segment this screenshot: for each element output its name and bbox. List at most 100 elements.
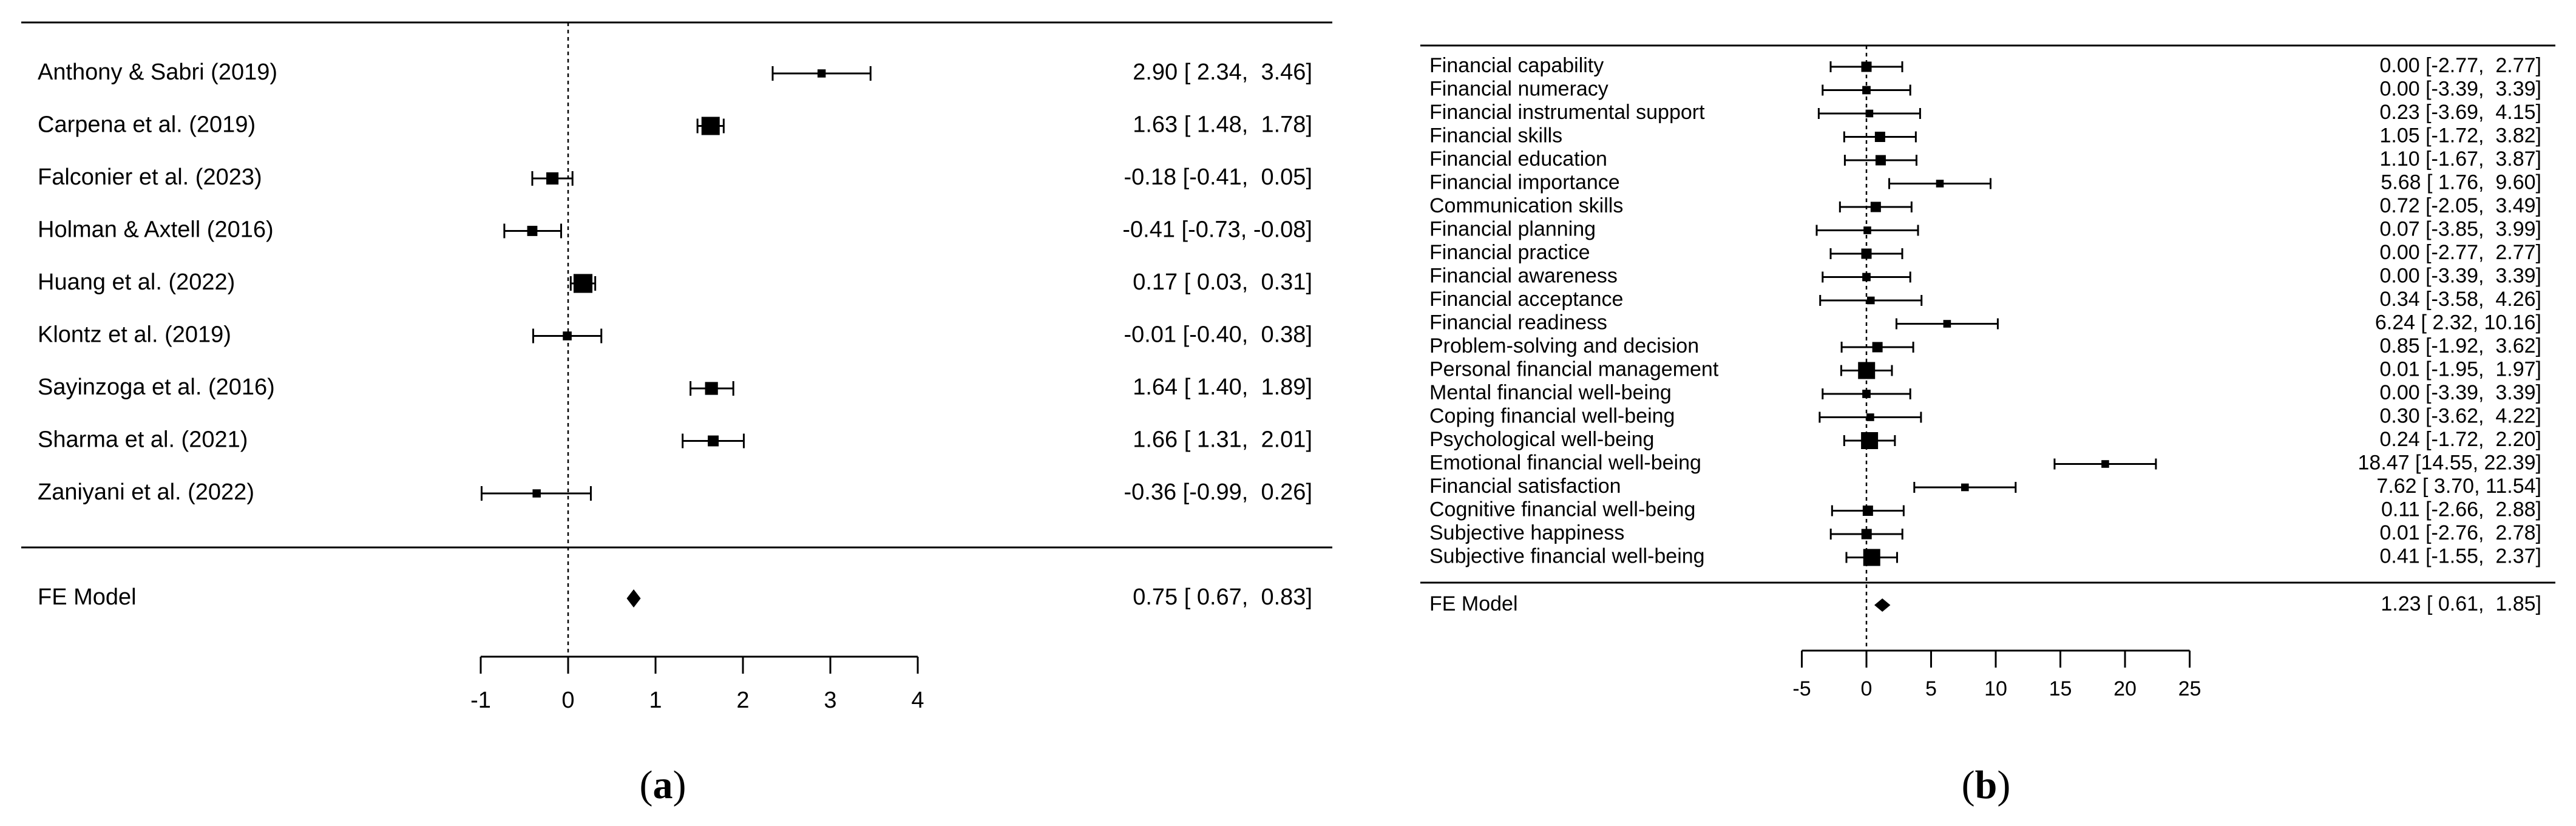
study-row: Financial capability 0.00 [-2.77, 2.77] [1429,54,2541,77]
study-label: Financial numeracy [1429,77,1608,100]
estimate-square [705,382,718,395]
summary-diamond [626,589,641,608]
estimate-square [1861,248,1872,259]
study-ci-text: 0.41 [-1.55, 2.37] [2379,544,2541,567]
study-row: Sayinzoga et al. (2016) 1.64 [ 1.40, 1.89… [38,374,1312,400]
study-label: Psychological well-being [1429,428,1654,451]
study-row: Financial satisfaction 7.62 [ 3.70, 11.54… [1429,475,2541,498]
study-ci-text: -0.18 [-0.41, 0.05] [1124,164,1312,190]
study-label: Financial skills [1429,124,1562,147]
estimate-square [1961,483,1969,492]
summary-label: FE Model [38,584,137,610]
study-label: Mental financial well-being [1429,381,1672,404]
study-ci-text: 5.68 [ 1.76, 9.60] [2381,171,2541,194]
forest-plot-panel-a: Anthony & Sabri (2019) 2.90 [ 2.34, 3.46]… [21,21,1332,807]
estimate-square [2101,460,2109,468]
summary-ci-text: 0.75 [ 0.67, 0.83] [1133,584,1312,610]
summary-row: FE Model 0.75 [ 0.67, 0.83] [38,584,1312,610]
study-ci-text: 0.24 [-1.72, 2.20] [2379,428,2541,451]
summary-row: FE Model 1.23 [ 0.61, 1.85] [1429,592,2541,615]
study-row: Mental financial well-being 0.00 [-3.39, … [1429,381,2541,404]
study-row: Financial awareness 0.00 [-3.39, 3.39] [1429,264,2541,287]
study-ci-text: 1.66 [ 1.31, 2.01] [1133,427,1312,453]
study-label: Falconier et al. (2023) [38,164,262,190]
study-row: Financial education 1.10 [-1.67, 3.87] [1429,147,2541,171]
x-axis-tick-label: 5 [1925,677,1937,700]
study-label: Sharma et al. (2021) [38,427,248,453]
study-label: Anthony & Sabri (2019) [38,59,277,85]
study-row: Anthony & Sabri (2019) 2.90 [ 2.34, 3.46] [38,59,1312,85]
estimate-square [1936,180,1944,188]
x-axis-tick-label: 10 [1984,677,2007,700]
study-row: Huang et al. (2022) 0.17 [ 0.03, 0.31] [38,269,1312,295]
panel-caption: (a) [640,763,686,807]
summary-label: FE Model [1429,592,1518,615]
study-row: Psychological well-being 0.24 [-1.72, 2.2… [1429,428,2541,451]
study-row: Coping financial well-being 0.30 [-3.62, … [1429,404,2541,427]
x-axis-tick-label: 0 [1861,677,1873,700]
study-label: Subjective happiness [1429,521,1624,544]
study-row: Financial numeracy 0.00 [-3.39, 3.39] [1429,77,2541,100]
estimate-square [1943,320,1951,328]
study-row: Communication skills 0.72 [-2.05, 3.49] [1429,194,2541,217]
x-axis-tick-label: 15 [2049,677,2072,700]
study-ci-text: 0.17 [ 0.03, 0.31] [1133,269,1312,295]
estimate-square [527,226,538,236]
study-ci-text: -0.36 [-0.99, 0.26] [1124,479,1312,505]
study-ci-text: 0.07 [-3.85, 3.99] [2379,217,2541,240]
estimate-square [563,331,572,340]
study-ci-text: 0.30 [-3.62, 4.22] [2379,404,2541,427]
study-row: Subjective happiness 0.01 [-2.76, 2.78] [1429,521,2541,544]
study-row: Financial readiness 6.24 [ 2.32, 10.16] [1429,311,2541,334]
estimate-square [1872,342,1883,353]
estimate-square [1863,226,1871,234]
study-row: Personal financial management 0.01 [-1.95… [1429,357,2541,381]
study-label: Emotional financial well-being [1429,451,1701,474]
study-row: Financial instrumental support 0.23 [-3.6… [1429,101,2541,124]
study-ci-text: 0.72 [-2.05, 3.49] [2379,194,2541,217]
estimate-square [817,69,826,78]
study-ci-text: 0.23 [-3.69, 4.15] [2379,101,2541,124]
study-label: Sayinzoga et al. (2016) [38,374,275,400]
study-row: Subjective financial well-being 0.41 [-1.… [1429,544,2541,567]
x-axis-tick-label: -1 [470,688,491,713]
study-label: Personal financial management [1429,357,1719,381]
study-label: Financial readiness [1429,311,1607,334]
summary-diamond [1874,598,1891,612]
study-ci-text: 18.47 [14.55, 22.39] [2358,451,2541,474]
estimate-square [1862,506,1873,516]
study-row: Carpena et al. (2019) 1.63 [ 1.48, 1.78] [38,112,1312,138]
study-row: Falconier et al. (2023) -0.18 [-0.41, 0.0… [38,164,1312,190]
study-row: Emotional financial well-being 18.47 [14.… [1429,451,2541,474]
study-row: Sharma et al. (2021) 1.66 [ 1.31, 2.01] [38,427,1312,453]
panel-caption-letter: b [1975,763,1998,807]
estimate-square [1861,529,1872,540]
study-ci-text: 1.64 [ 1.40, 1.89] [1133,374,1312,400]
panel-caption-letter: a [653,763,673,807]
study-ci-text: 1.05 [-1.72, 3.82] [2379,124,2541,147]
study-label: Holman & Axtell (2016) [38,217,274,243]
estimate-square [1862,273,1871,282]
study-label: Coping financial well-being [1429,404,1675,427]
estimate-square [1874,132,1885,142]
forest-plot-panel-b: Financial capability 0.00 [-2.77, 2.77]Fi… [1420,44,2555,807]
estimate-square [1863,549,1880,566]
study-row: Financial importance 5.68 [ 1.76, 9.60] [1429,171,2541,194]
x-axis-tick-label: 1 [649,688,662,713]
study-ci-text: 6.24 [ 2.32, 10.16] [2375,311,2541,334]
study-ci-text: 1.10 [-1.67, 3.87] [2379,147,2541,171]
study-ci-text: 0.00 [-2.77, 2.77] [2379,241,2541,264]
x-axis-tick-label: 25 [2178,677,2201,700]
estimate-square [1861,432,1879,449]
x-axis-tick-label: 4 [911,688,924,713]
study-label: Cognitive financial well-being [1429,498,1695,521]
estimate-square [573,274,593,293]
study-ci-text: -0.01 [-0.40, 0.38] [1124,322,1312,348]
study-label: Financial instrumental support [1429,101,1705,124]
study-label: Financial awareness [1429,264,1618,287]
study-ci-text: 0.00 [-3.39, 3.39] [2379,264,2541,287]
study-row: Klontz et al. (2019) -0.01 [-0.40, 0.38] [38,322,1312,348]
study-ci-text: 0.11 [-2.66, 2.88] [2381,498,2541,521]
x-axis-tick-label: 2 [736,688,749,713]
